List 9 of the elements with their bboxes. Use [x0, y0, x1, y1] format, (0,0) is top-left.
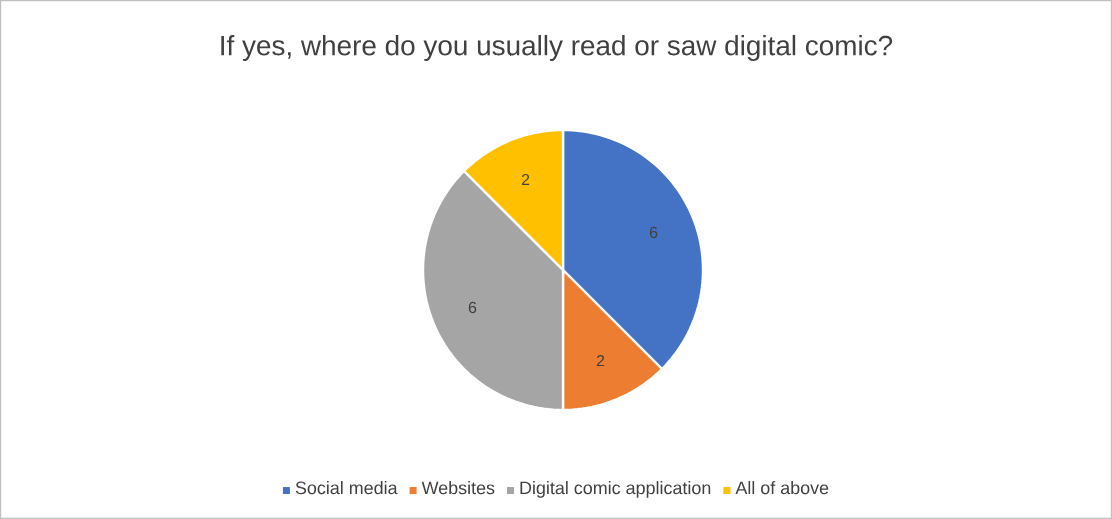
data-label: 2 — [596, 354, 605, 367]
legend-label: Websites — [421, 481, 495, 495]
data-label: 2 — [521, 173, 530, 186]
legend-label: Social media — [295, 481, 398, 495]
legend-label: All of above — [735, 481, 829, 495]
data-label: 6 — [468, 301, 477, 314]
legend-label: Digital comic application — [520, 481, 711, 498]
data-label: 6 — [649, 226, 658, 239]
chart-title: If yes, where do you usually read or saw digital comic? — [221, 34, 893, 61]
